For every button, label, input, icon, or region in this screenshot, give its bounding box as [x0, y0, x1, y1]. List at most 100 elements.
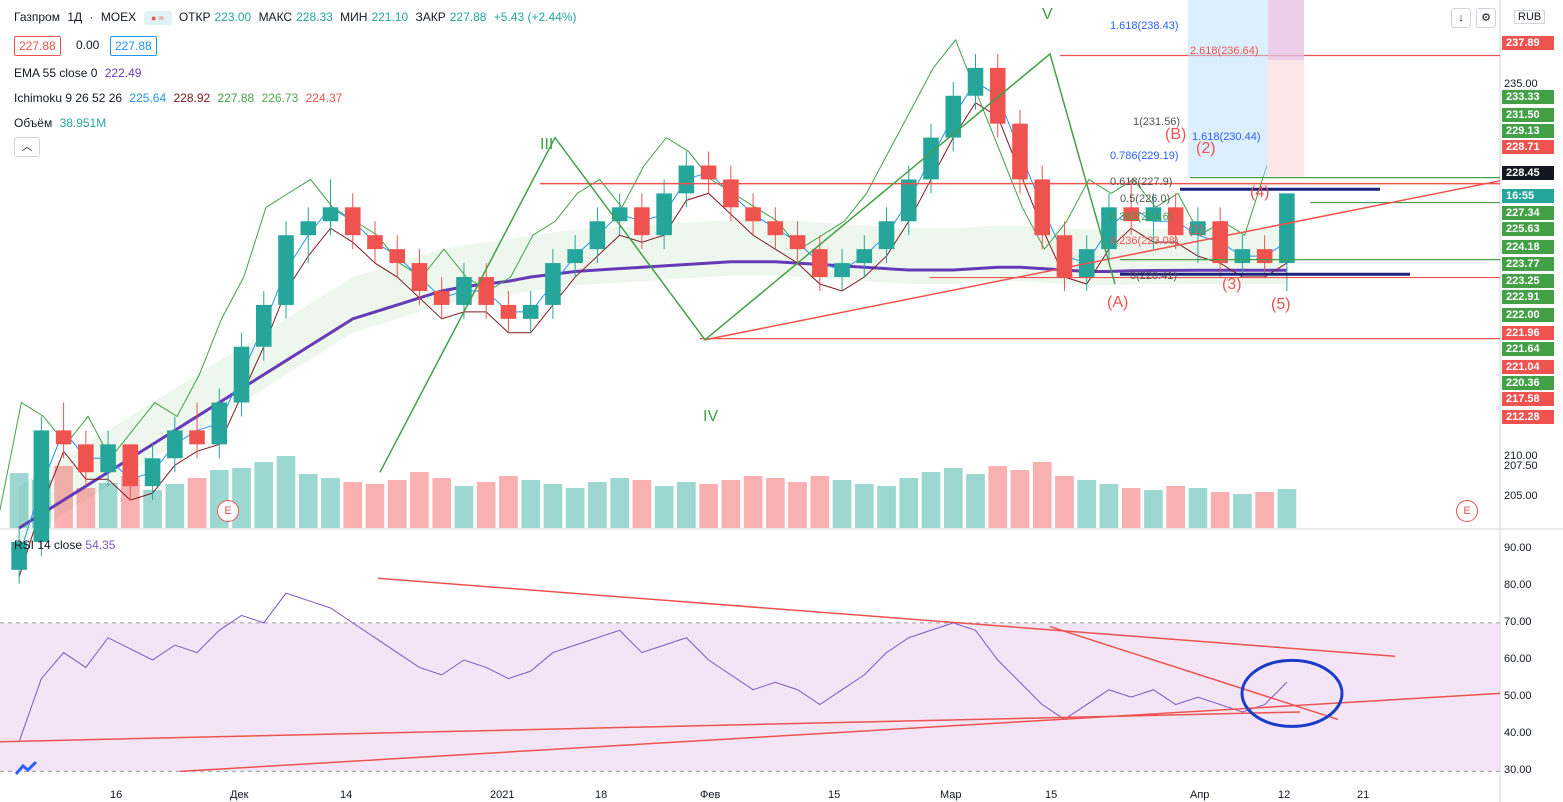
candle-body: [856, 249, 873, 264]
volume-bar: [365, 484, 385, 528]
candle-body: [834, 263, 850, 278]
earnings-badge-2[interactable]: E: [1456, 500, 1478, 522]
wave-B: (B): [1165, 126, 1187, 143]
fib-box-blue: [1188, 0, 1268, 177]
candle-body: [700, 165, 717, 180]
ema-value: 222.49: [104, 66, 142, 80]
candle-body: [611, 207, 628, 222]
open-label: ОТКР: [178, 10, 211, 24]
candle-body: [723, 179, 739, 208]
candle-body: [300, 221, 317, 236]
price-axis-label: 205.00: [1504, 490, 1538, 502]
volume-bar: [765, 478, 785, 528]
price-tag: 231.50: [1502, 108, 1554, 122]
candle-body: [1123, 207, 1139, 222]
ichimoku-v5: 224.37: [305, 91, 343, 105]
candle-body: [411, 263, 428, 291]
ema-legend[interactable]: EMA 55 close 0 222.49: [14, 66, 145, 80]
candle-body: [11, 541, 27, 570]
candle-body: [100, 444, 116, 473]
volume-bar: [788, 482, 807, 528]
candle-body: [745, 207, 761, 222]
candle-body: [1234, 249, 1251, 264]
fib-label-10: 0(220.41): [1130, 270, 1178, 282]
settings-icon[interactable]: ⚙: [1476, 8, 1496, 28]
candle-body: [322, 207, 339, 222]
price-axis-label: 235.00: [1504, 78, 1538, 90]
time-axis-label: 12: [1278, 789, 1291, 801]
volume-bar: [854, 484, 874, 528]
bid-box[interactable]: 227.88: [14, 36, 61, 56]
fib-label-4: 1.618(230.44): [1192, 131, 1261, 143]
time-axis-label: 14: [340, 789, 353, 801]
candle-body: [634, 207, 650, 236]
candle-body: [1056, 235, 1073, 278]
price-tag: 222.00: [1502, 308, 1554, 322]
kijun-line: [18, 102, 1288, 577]
rsi-trendline-1: [377, 577, 1396, 658]
candle-body: [789, 235, 806, 250]
currency-label[interactable]: RUB: [1514, 10, 1546, 24]
ichimoku-v2: 228.92: [173, 91, 211, 105]
volume-bar: [9, 473, 29, 528]
candle-body: [55, 430, 72, 445]
wave-A: (A): [1107, 294, 1129, 311]
collapse-legend-button[interactable]: ︿: [14, 137, 40, 157]
time-axis-label: 15: [828, 789, 841, 801]
interval-label[interactable]: 1Д: [67, 10, 83, 24]
rsi-legend[interactable]: RSI 14 close 54.35: [14, 538, 115, 552]
volume-bar: [1010, 470, 1030, 528]
volume-bar: [476, 482, 496, 528]
volume-bar: [165, 484, 185, 528]
volume-bar: [921, 472, 941, 528]
volume-legend[interactable]: Объём 38.951M: [14, 116, 110, 130]
rsi-trendline-2: [1049, 625, 1339, 721]
candle-body: [900, 179, 917, 222]
volume-bar: [499, 476, 518, 528]
volume-bar: [454, 486, 474, 528]
time-axis-label: 18: [595, 789, 608, 801]
ask-box[interactable]: 227.88: [110, 36, 157, 56]
volume-bar: [276, 456, 296, 528]
candle-body: [967, 67, 984, 96]
tenkan-line: [18, 81, 1288, 557]
time-axis-label: 16: [110, 789, 123, 801]
volume-bar: [588, 482, 607, 528]
price-tag: 217.58: [1502, 392, 1554, 406]
volume-bar: [810, 476, 830, 528]
volume-bar: [1077, 480, 1097, 528]
time-axis-label: Апр: [1190, 789, 1210, 801]
fib-label-1: 1.618(238.43): [1110, 20, 1179, 32]
volume-bar: [98, 483, 118, 528]
time-axis-label: 15: [1045, 789, 1058, 801]
rsi-trendline-3: [179, 692, 1501, 773]
price-tag: 224.18: [1502, 240, 1554, 254]
rsi-axis-label: 40.00: [1504, 727, 1532, 740]
volume-bar: [1099, 484, 1119, 528]
earnings-badge-1[interactable]: E: [217, 500, 239, 522]
candle-body: [1034, 179, 1051, 236]
wave-5: (5): [1271, 296, 1291, 313]
volume-bar: [610, 478, 629, 528]
wave-2: (2): [1196, 140, 1216, 157]
volume-bar: [565, 488, 585, 528]
volume-bar: [699, 484, 718, 528]
volume-bar: [1188, 488, 1208, 528]
scroll-down-icon[interactable]: ↓: [1451, 8, 1471, 28]
volume-bar: [143, 490, 162, 528]
candle-body: [189, 430, 205, 445]
candle-body: [500, 304, 517, 319]
candle-body: [589, 221, 606, 250]
ichimoku-legend[interactable]: Ichimoku 9 26 52 26 225.64 228.92 227.88…: [14, 91, 346, 105]
close-value: 227.88: [449, 10, 487, 24]
high-value: 228.33: [296, 10, 333, 24]
symbol-name[interactable]: Газпром: [14, 10, 60, 24]
tradingview-logo-icon[interactable]: [14, 758, 40, 778]
rsi-axis-label: 50.00: [1504, 690, 1532, 703]
close-label: ЗАКР: [415, 10, 446, 24]
candle-body: [1145, 207, 1162, 222]
candle-body: [1101, 207, 1117, 250]
price-tag: 221.96: [1502, 326, 1554, 340]
candle-body: [478, 277, 494, 305]
